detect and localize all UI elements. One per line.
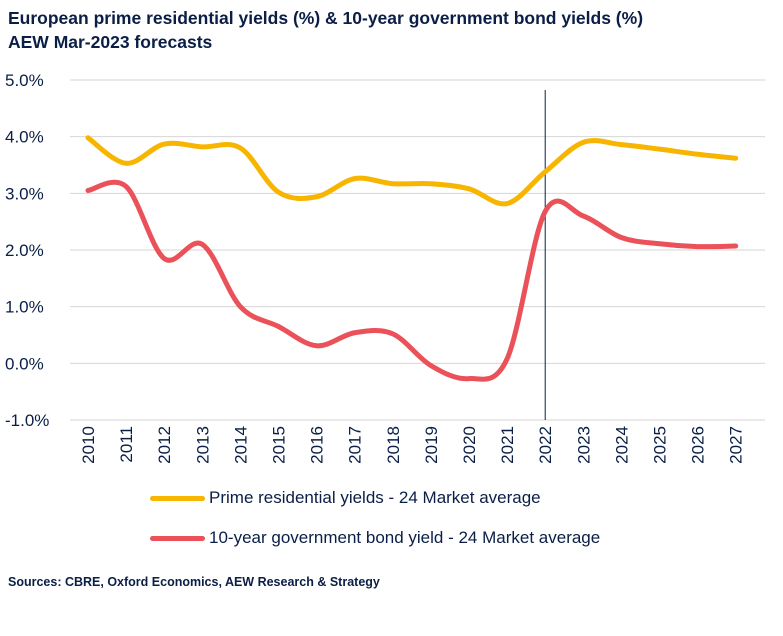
x-tick-label: 2016 xyxy=(308,426,327,464)
legend-label-bond: 10-year government bond yield - 24 Marke… xyxy=(209,528,601,547)
legend-item-prime: Prime residential yields - 24 Market ave… xyxy=(150,488,541,508)
y-tick-label: -1.0% xyxy=(5,411,49,430)
chart-subtitle: AEW Mar-2023 forecasts xyxy=(8,32,213,52)
series-line-bond-yield xyxy=(85,179,739,382)
x-tick-label: 2020 xyxy=(460,426,479,464)
y-tick-label: 0.0% xyxy=(5,354,44,373)
x-tick-label: 2025 xyxy=(651,426,670,464)
x-tick-label: 2026 xyxy=(689,426,708,464)
x-tick-label: 2012 xyxy=(155,426,174,464)
x-tick-label: 2018 xyxy=(384,426,403,464)
source-note: Sources: CBRE, Oxford Economics, AEW Res… xyxy=(8,575,380,589)
x-tick-label: 2014 xyxy=(231,426,250,464)
x-tick-label: 2017 xyxy=(346,426,365,464)
series-line-prime-residential xyxy=(85,135,739,207)
x-tick-label: 2023 xyxy=(574,426,593,464)
x-tick-label: 2021 xyxy=(498,426,517,464)
legend-swatch-prime xyxy=(150,496,205,502)
x-tick-label: 2013 xyxy=(193,426,212,464)
x-tick-label: 2011 xyxy=(117,426,136,463)
legend-swatch-bond xyxy=(150,536,205,542)
x-tick-label: 2015 xyxy=(270,426,289,464)
y-tick-label: 3.0% xyxy=(5,184,44,203)
y-tick-label: 4.0% xyxy=(5,128,44,147)
chart-plot: 5.0% 4.0% 3.0% 2.0% 1.0% 0.0% -1.0% 2010 2011 20… xyxy=(5,71,765,464)
y-tick-label: 1.0% xyxy=(5,298,44,317)
legend-label-prime: Prime residential yields - 24 Market ave… xyxy=(209,488,541,507)
x-tick-label: 2027 xyxy=(727,426,746,464)
x-tick-label: 2010 xyxy=(79,426,98,464)
y-tick-label: 2.0% xyxy=(5,241,44,260)
chart-title-block: European prime residential yields (%) & … xyxy=(8,6,643,54)
x-tick-label: 2019 xyxy=(422,426,441,464)
x-tick-label: 2024 xyxy=(612,426,631,464)
legend-item-bond: 10-year government bond yield - 24 Marke… xyxy=(150,528,600,548)
y-tick-label: 5.0% xyxy=(5,71,44,90)
x-tick-label: 2022 xyxy=(536,426,555,464)
chart-title: European prime residential yields (%) & … xyxy=(8,8,644,28)
